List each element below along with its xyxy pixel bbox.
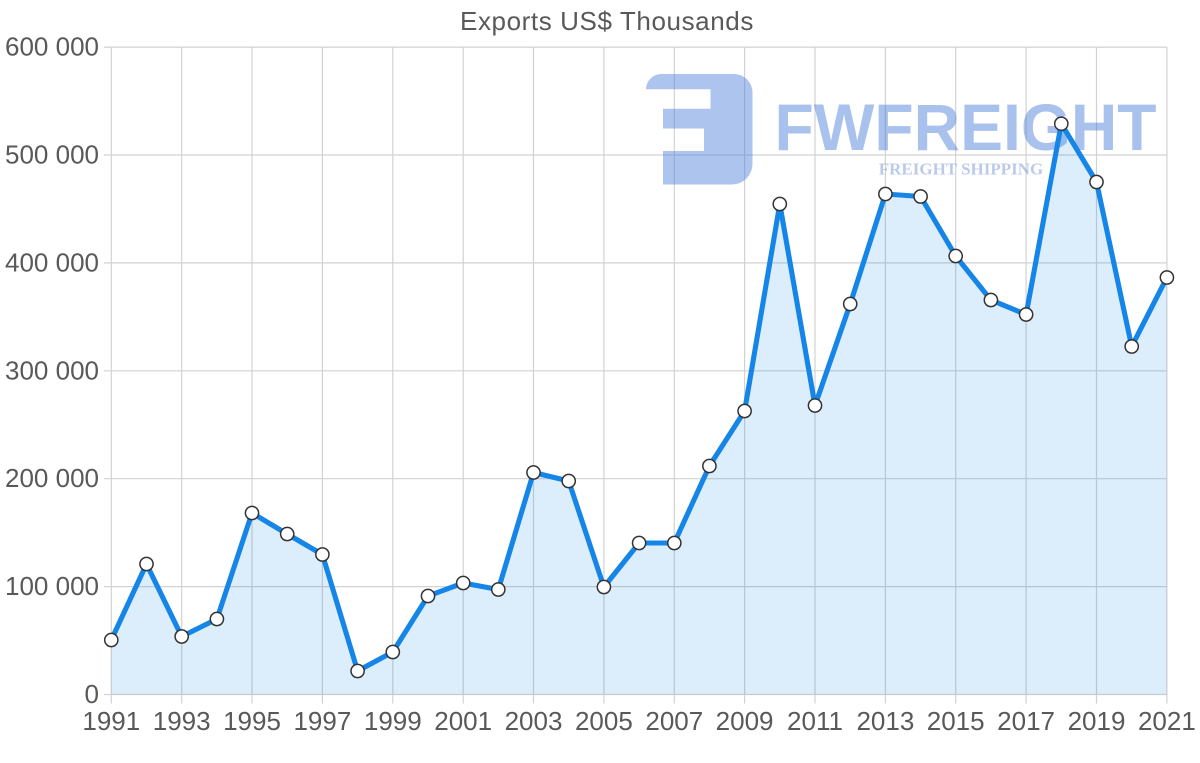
- svg-text:2003: 2003: [505, 706, 563, 736]
- svg-text:FREIGHT SHIPPING: FREIGHT SHIPPING: [879, 159, 1044, 178]
- svg-text:1999: 1999: [364, 706, 422, 736]
- svg-text:1993: 1993: [153, 706, 211, 736]
- svg-text:2007: 2007: [645, 706, 703, 736]
- svg-text:100 000: 100 000: [5, 571, 99, 601]
- svg-text:2011: 2011: [787, 706, 843, 736]
- svg-text:2005: 2005: [575, 706, 633, 736]
- svg-text:2009: 2009: [716, 706, 774, 736]
- svg-text:500 000: 500 000: [5, 140, 99, 170]
- svg-text:1995: 1995: [223, 706, 281, 736]
- svg-text:2015: 2015: [927, 706, 985, 736]
- svg-text:1997: 1997: [293, 706, 351, 736]
- svg-text:2017: 2017: [997, 706, 1055, 736]
- svg-text:400 000: 400 000: [5, 247, 99, 277]
- svg-text:2001: 2001: [434, 706, 492, 736]
- svg-text:Exports US$ Thousands: Exports US$ Thousands: [460, 6, 754, 36]
- svg-text:1991: 1991: [82, 706, 140, 736]
- svg-text:FWFREIGHT: FWFREIGHT: [775, 90, 1157, 164]
- svg-text:600 000: 600 000: [5, 32, 99, 62]
- svg-text:200 000: 200 000: [5, 463, 99, 493]
- svg-text:2021: 2021: [1138, 706, 1196, 736]
- svg-text:300 000: 300 000: [5, 355, 99, 385]
- svg-text:0: 0: [85, 679, 99, 709]
- svg-text:2019: 2019: [1068, 706, 1126, 736]
- svg-text:2013: 2013: [856, 706, 914, 736]
